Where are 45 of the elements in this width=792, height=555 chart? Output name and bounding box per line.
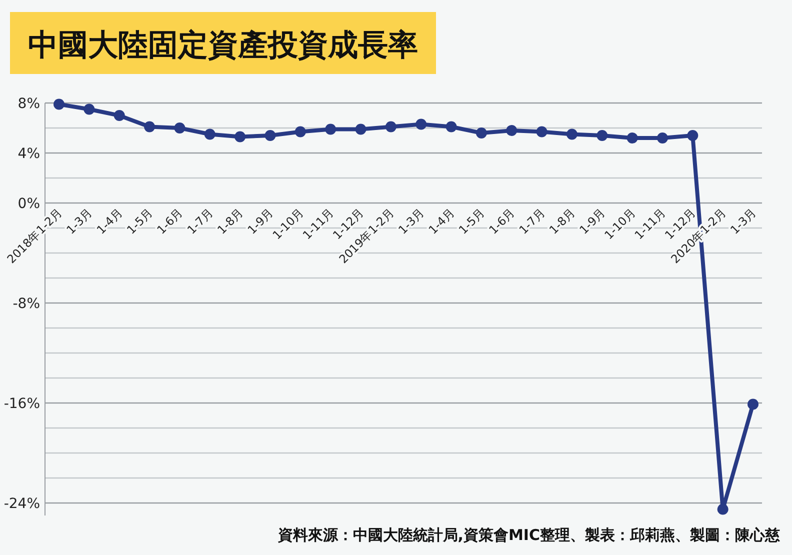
point bbox=[114, 110, 125, 121]
point bbox=[748, 398, 758, 410]
point bbox=[536, 126, 548, 138]
point bbox=[626, 132, 638, 144]
point bbox=[566, 128, 578, 140]
x-tick-label: 1-3月 bbox=[727, 205, 760, 237]
point bbox=[174, 122, 186, 134]
point bbox=[656, 132, 668, 144]
point bbox=[416, 118, 427, 130]
x-tick-label: 1-7月 bbox=[516, 205, 548, 237]
point bbox=[506, 125, 518, 136]
point bbox=[294, 126, 306, 138]
x-tick-label: 1-5月 bbox=[124, 205, 156, 237]
point bbox=[687, 130, 698, 141]
y-tick-label: -16% bbox=[4, 396, 40, 412]
y-tick-label: 0% bbox=[18, 196, 40, 212]
point bbox=[264, 130, 276, 141]
point bbox=[54, 98, 64, 110]
chart-title: 中國大陸固定資產投資成長率 bbox=[28, 28, 418, 63]
x-tick-label: 1-8月 bbox=[214, 205, 246, 237]
point bbox=[476, 128, 487, 138]
x-tick-label: 1-4月 bbox=[426, 205, 458, 237]
x-tick-label: 1-6月 bbox=[486, 205, 518, 237]
x-tick-label: 1-5月 bbox=[456, 205, 488, 237]
point bbox=[385, 121, 396, 132]
point bbox=[84, 104, 95, 115]
x-tick-label: 1-3月 bbox=[396, 205, 428, 237]
point bbox=[204, 128, 216, 140]
x-tick-label: 1-4月 bbox=[94, 205, 126, 237]
point bbox=[717, 504, 728, 515]
point bbox=[596, 130, 608, 141]
point bbox=[234, 131, 246, 142]
y-tick-label: 8% bbox=[18, 96, 40, 112]
x-tick-label: 1-7月 bbox=[184, 205, 216, 237]
y-tick-label: -24% bbox=[4, 496, 40, 512]
point bbox=[355, 124, 366, 135]
y-tick-label: -8% bbox=[12, 296, 40, 312]
y-tick-label: 4% bbox=[18, 146, 40, 162]
x-tick-label: 1-6月 bbox=[154, 205, 186, 237]
point bbox=[325, 124, 336, 135]
source-note: 資料來源：中國大陸統計局,資策會MIC整理、製表：邱莉燕、製圖：陳心慈 bbox=[276, 526, 781, 544]
point bbox=[144, 121, 156, 132]
x-tick-label: 1-8月 bbox=[546, 205, 578, 237]
point bbox=[446, 121, 457, 132]
x-tick-label: 1-3月 bbox=[64, 205, 96, 237]
